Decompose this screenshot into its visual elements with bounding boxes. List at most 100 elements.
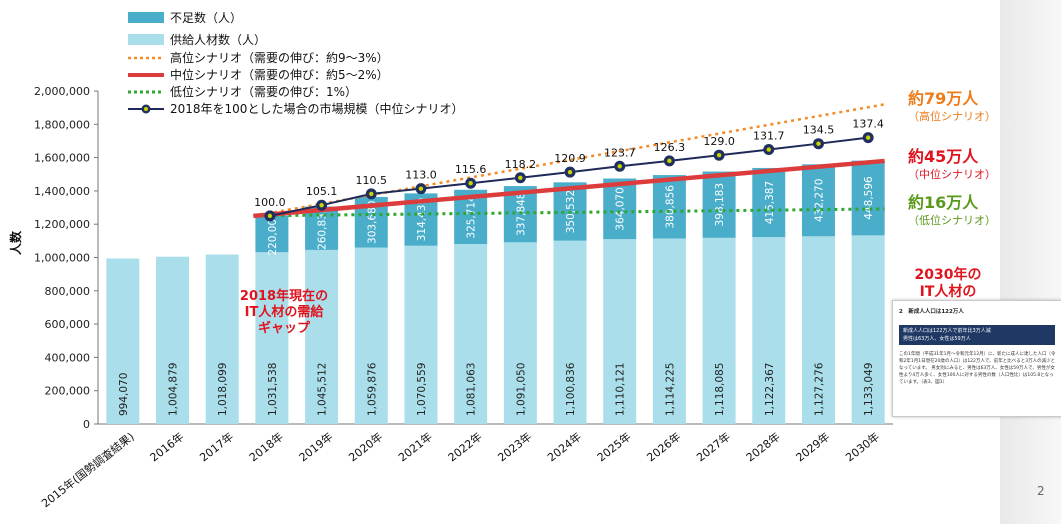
supply-value-label: 1,110,121: [615, 363, 627, 416]
y-tick-label: 400,000: [45, 351, 91, 364]
market-size-point-center: [518, 175, 523, 180]
market-size-point-center: [267, 213, 273, 219]
inset-document-thumbnail[interactable]: 2 新成人人口は122万人 新成人人口は122万人で前年比3万人減 男性は63万…: [892, 300, 1061, 417]
shortage-bar: [752, 167, 786, 238]
y-axis-label: 人数: [8, 230, 23, 255]
mid-scenario-caption: （中位シナリオ）: [908, 167, 996, 181]
supply-value-label: 1,031,538: [267, 363, 279, 416]
supply-value-label: 1,118,085: [714, 363, 726, 416]
x-tick-label: 2028年: [743, 429, 782, 464]
legend-swatch-market-center: [144, 107, 148, 111]
supply-value-label: 1,004,879: [168, 363, 180, 416]
market-size-point-center: [816, 141, 821, 146]
shortage-bar: [851, 160, 885, 236]
x-tick-label: 2019年: [296, 429, 335, 464]
supply-bar: [305, 249, 339, 424]
x-tick-label: 2024年: [545, 429, 584, 464]
x-tick-label: 2027年: [694, 429, 733, 464]
legend-swatch-shortage: [128, 12, 164, 23]
supply-bar: [652, 238, 686, 424]
supply-value-label: 1,059,876: [366, 362, 378, 416]
market-size-point-center: [617, 164, 622, 169]
low-scenario-line: [253, 207, 885, 218]
high-scenario-caption: （高位シナリオ）: [908, 109, 996, 123]
supply-bar: [205, 254, 239, 424]
market-size-label: 129.0: [703, 135, 735, 148]
supply-value-label: 1,127,276: [813, 362, 825, 416]
inset-text: この1年間（平成31年1月～令和元年12月）に、新たに成人に達した人口（令和2年…: [899, 352, 1056, 385]
supply-bar: [354, 247, 388, 424]
high-scenario-value: 約79万人: [908, 89, 979, 108]
market-size-label: 100.0: [254, 196, 286, 209]
market-size-point-center: [865, 135, 871, 140]
market-size-point-center: [369, 191, 374, 197]
market-size-label: 110.5: [356, 174, 388, 187]
market-size-label: 131.7: [753, 130, 785, 143]
x-tick-label: 2018年: [246, 429, 285, 464]
supply-bar: [106, 258, 140, 424]
supply-value-label: 1,045,512: [317, 363, 329, 416]
shortage-value-label: 432,270: [813, 179, 825, 222]
shortage-bar: [255, 215, 289, 253]
market-size-label: 137.4: [852, 118, 884, 131]
supply-bar: [503, 242, 537, 424]
shortage-value-label: 314,439: [416, 198, 428, 241]
supply-bar: [603, 239, 637, 424]
supply-bar: [255, 252, 289, 424]
page-number: 2: [1037, 484, 1045, 498]
low-scenario-caption: （低位シナリオ）: [908, 213, 996, 227]
y-tick-label: 600,000: [45, 318, 91, 331]
supply-value-label: 994,070: [118, 373, 130, 416]
market-size-label: 115.6: [455, 163, 487, 176]
supply-bar: [454, 244, 488, 424]
shortage-value-label: 260,835: [317, 206, 329, 249]
market-size-label: 113.0: [405, 169, 437, 182]
shortage-value-label: 220,000: [267, 212, 279, 255]
gap-2018-annotation: 2018年現在の: [240, 288, 328, 304]
market-size-label: 105.1: [306, 185, 338, 198]
x-tick-label: 2023年: [495, 429, 534, 464]
gap-2018-annotation: IT人材の需給: [245, 304, 325, 320]
supply-bar: [752, 237, 786, 424]
legend-low: 低位シナリオ（需要の伸び：1%）: [170, 84, 357, 99]
y-tick-label: 2,000,000: [34, 85, 90, 98]
mid-scenario-line: [253, 158, 885, 219]
shortage-bar: [702, 171, 736, 238]
y-tick-label: 1,600,000: [34, 152, 90, 165]
market-size-point-center: [667, 158, 672, 164]
supply-value-label: 1,114,225: [664, 363, 676, 416]
market-size-point-center: [766, 147, 771, 152]
supply-value-label: 1,070,559: [416, 363, 428, 416]
mid-scenario-value: 約45万人: [908, 147, 979, 166]
shortage-2030-annotation: IT人材の: [920, 283, 977, 300]
legend-shortage: 不足数（人）: [170, 10, 242, 25]
inset-box: 新成人人口は122万人で前年比3万人減 男性は63万人、女性は59万人: [899, 325, 1055, 345]
market-size-point-center: [319, 203, 324, 208]
y-tick-label: 1,800,000: [34, 118, 90, 131]
y-tick-label: 200,000: [45, 385, 91, 398]
legend-supply: 供給人材数（人）: [170, 32, 266, 47]
market-size-point-center: [567, 169, 573, 175]
shortage-bar: [652, 175, 686, 239]
x-tick-label: 2021年: [395, 429, 434, 464]
chart: 0 200,000 400,000 600,000 800,000 1,000,000 1,…: [8, 10, 996, 510]
supply-bar: [404, 245, 438, 424]
supply-bar: [156, 256, 190, 424]
supply-bar: [553, 240, 587, 424]
supply-bar: [851, 235, 885, 424]
market-size-label: 123.7: [604, 146, 636, 159]
market-size-label: 134.5: [803, 124, 835, 137]
shortage-bar: [603, 178, 637, 240]
supply-value-label: 1,091,050: [515, 363, 527, 416]
supply-value-label: 1,122,367: [764, 363, 776, 416]
gap-2018-annotation: ギャップ: [258, 320, 311, 336]
x-tick-label: 2025年: [594, 429, 633, 464]
y-tick-label: 1,400,000: [34, 185, 90, 198]
legend-swatch-supply: [128, 34, 164, 45]
inset-title: 2 新成人人口は122万人: [899, 309, 964, 315]
x-tick-label: 2030年: [843, 429, 882, 464]
legend-high: 高位シナリオ（需要の伸び：約9～3%）: [170, 50, 389, 65]
supply-value-label: 1,081,063: [466, 363, 478, 416]
supply-value-label: 1,018,099: [217, 363, 229, 416]
